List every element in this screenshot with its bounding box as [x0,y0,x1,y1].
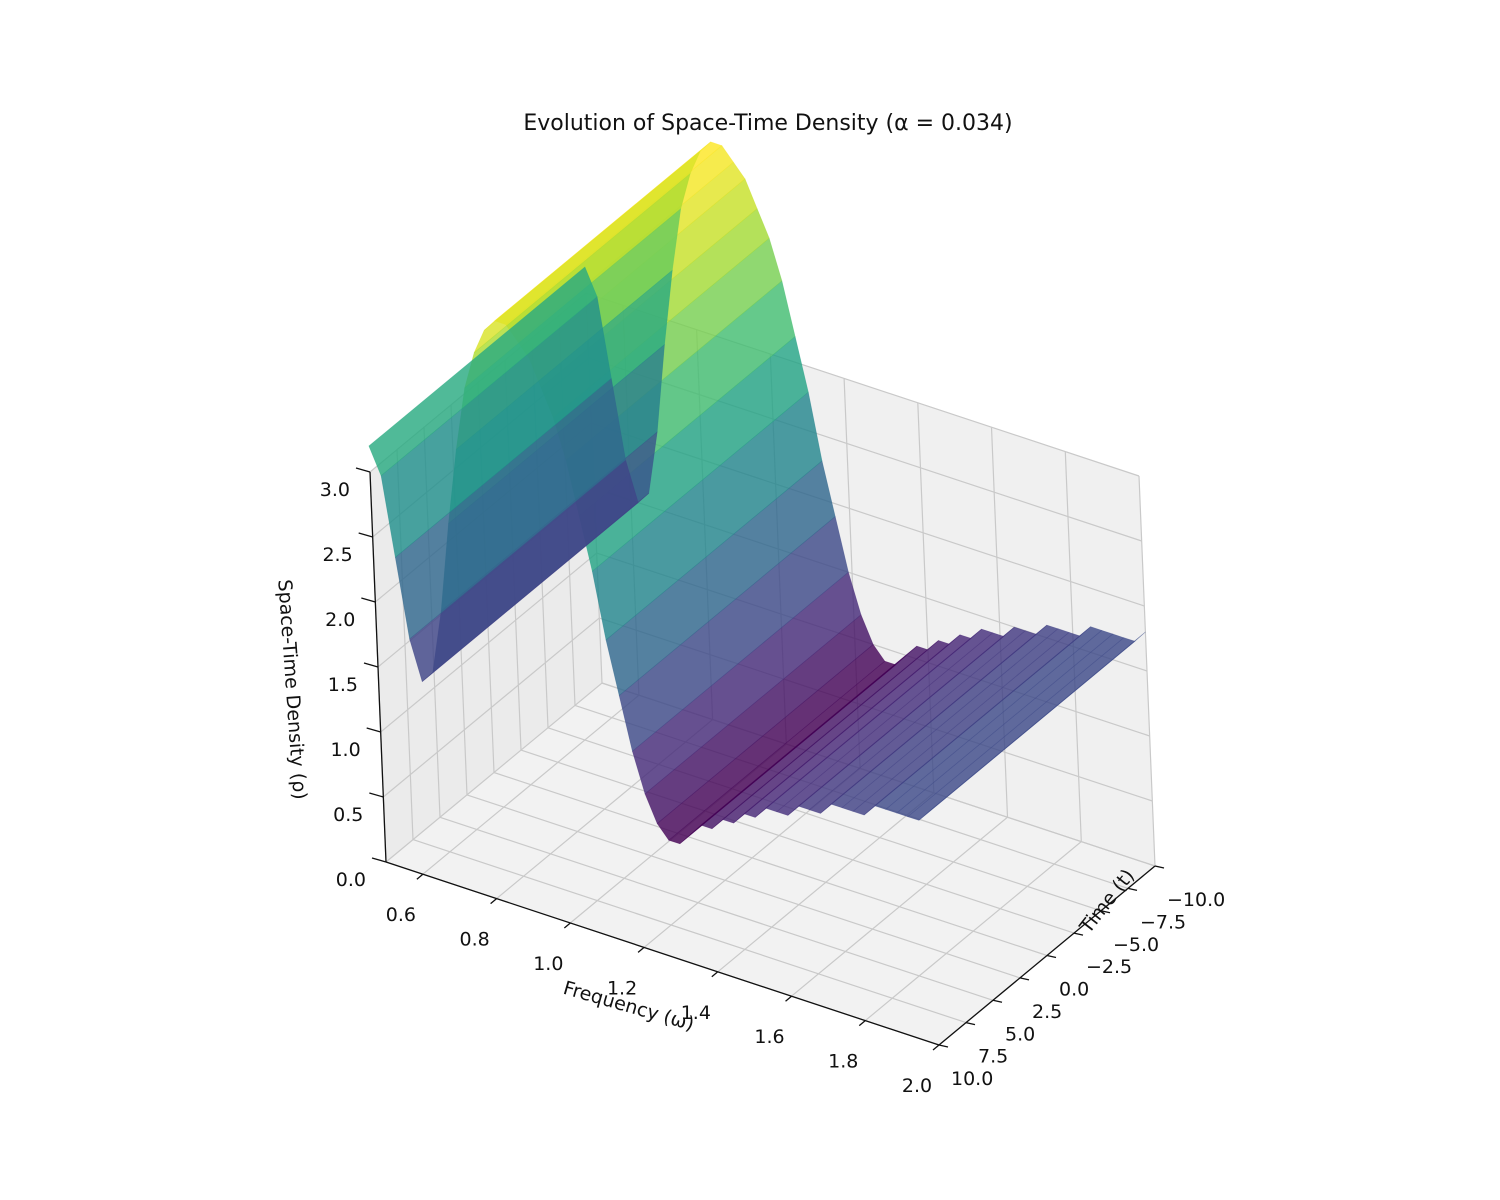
t-tick-label: −10.0 [1167,889,1225,911]
t-tick-label: −7.5 [1140,911,1186,933]
axes: 0.6 0.8 1.0 1.2 1.4 1.6 1.8 2.0 −10.0−7.5−5.0−2.… [320,467,1225,1097]
x-tick [490,898,498,905]
x-axis-line [385,861,940,1046]
chart-title: Evolution of Space-Time Density (α = 0.0… [523,111,1012,136]
x-tick [563,922,571,929]
x-tick-label: 1.8 [828,1051,858,1073]
t-tick-label: −5.0 [1113,934,1159,956]
z-tick-label: 1.5 [328,674,358,696]
z-tick-label: 1.0 [330,739,360,761]
z-tick [355,467,371,473]
x-tick [785,995,792,1002]
t-tick-label: 2.5 [1032,1001,1062,1023]
z-tick [369,792,384,798]
z-tick-label: 3.0 [320,479,350,501]
t-tick [965,1021,976,1026]
grid-line-z [385,682,1156,867]
t-tick [1100,910,1111,914]
t-tick-label: 7.5 [978,1046,1008,1068]
t-tick [1127,887,1138,892]
x-tick [711,971,719,978]
surface-panel [368,266,598,477]
z-tick [371,857,387,863]
z-tick [361,597,376,603]
t-tick-label: −2.5 [1086,956,1132,978]
z-tick-label: 2.5 [322,544,352,566]
z-tick [366,727,381,733]
z-axis-label: Space-Time Density (ρ) [273,579,310,801]
x-tick-label: 0.6 [386,904,416,926]
z-tick-label: 2.0 [325,609,355,631]
t-tick-label: 5.0 [1005,1023,1035,1045]
x-tick-label: 1.0 [533,953,563,975]
z-tick-label: 0.0 [336,869,366,891]
x-tick-label: 1.4 [681,1002,711,1024]
x-tick-label: 0.8 [459,929,489,951]
surface-mesh [368,141,1146,845]
x-tick-label: 1.6 [754,1026,784,1048]
z-tick [363,662,379,668]
t-tick-label: 0.0 [1059,979,1089,1001]
x-tick [858,1020,866,1027]
t-tick [1073,932,1084,936]
t-tick-label: 10.0 [951,1068,993,1090]
z-tick [358,532,373,538]
z-tick-label: 0.5 [333,804,363,826]
x-tick [932,1044,940,1051]
t-tick [1154,865,1165,869]
t-tick [938,1044,949,1048]
x-tick [637,946,645,953]
x-tick [416,873,424,880]
t-tick [1046,954,1057,959]
x-tick-label: 2.0 [902,1075,932,1097]
t-tick [1019,977,1030,981]
t-tick [992,999,1003,1003]
x-tick-label: 1.2 [607,977,637,999]
